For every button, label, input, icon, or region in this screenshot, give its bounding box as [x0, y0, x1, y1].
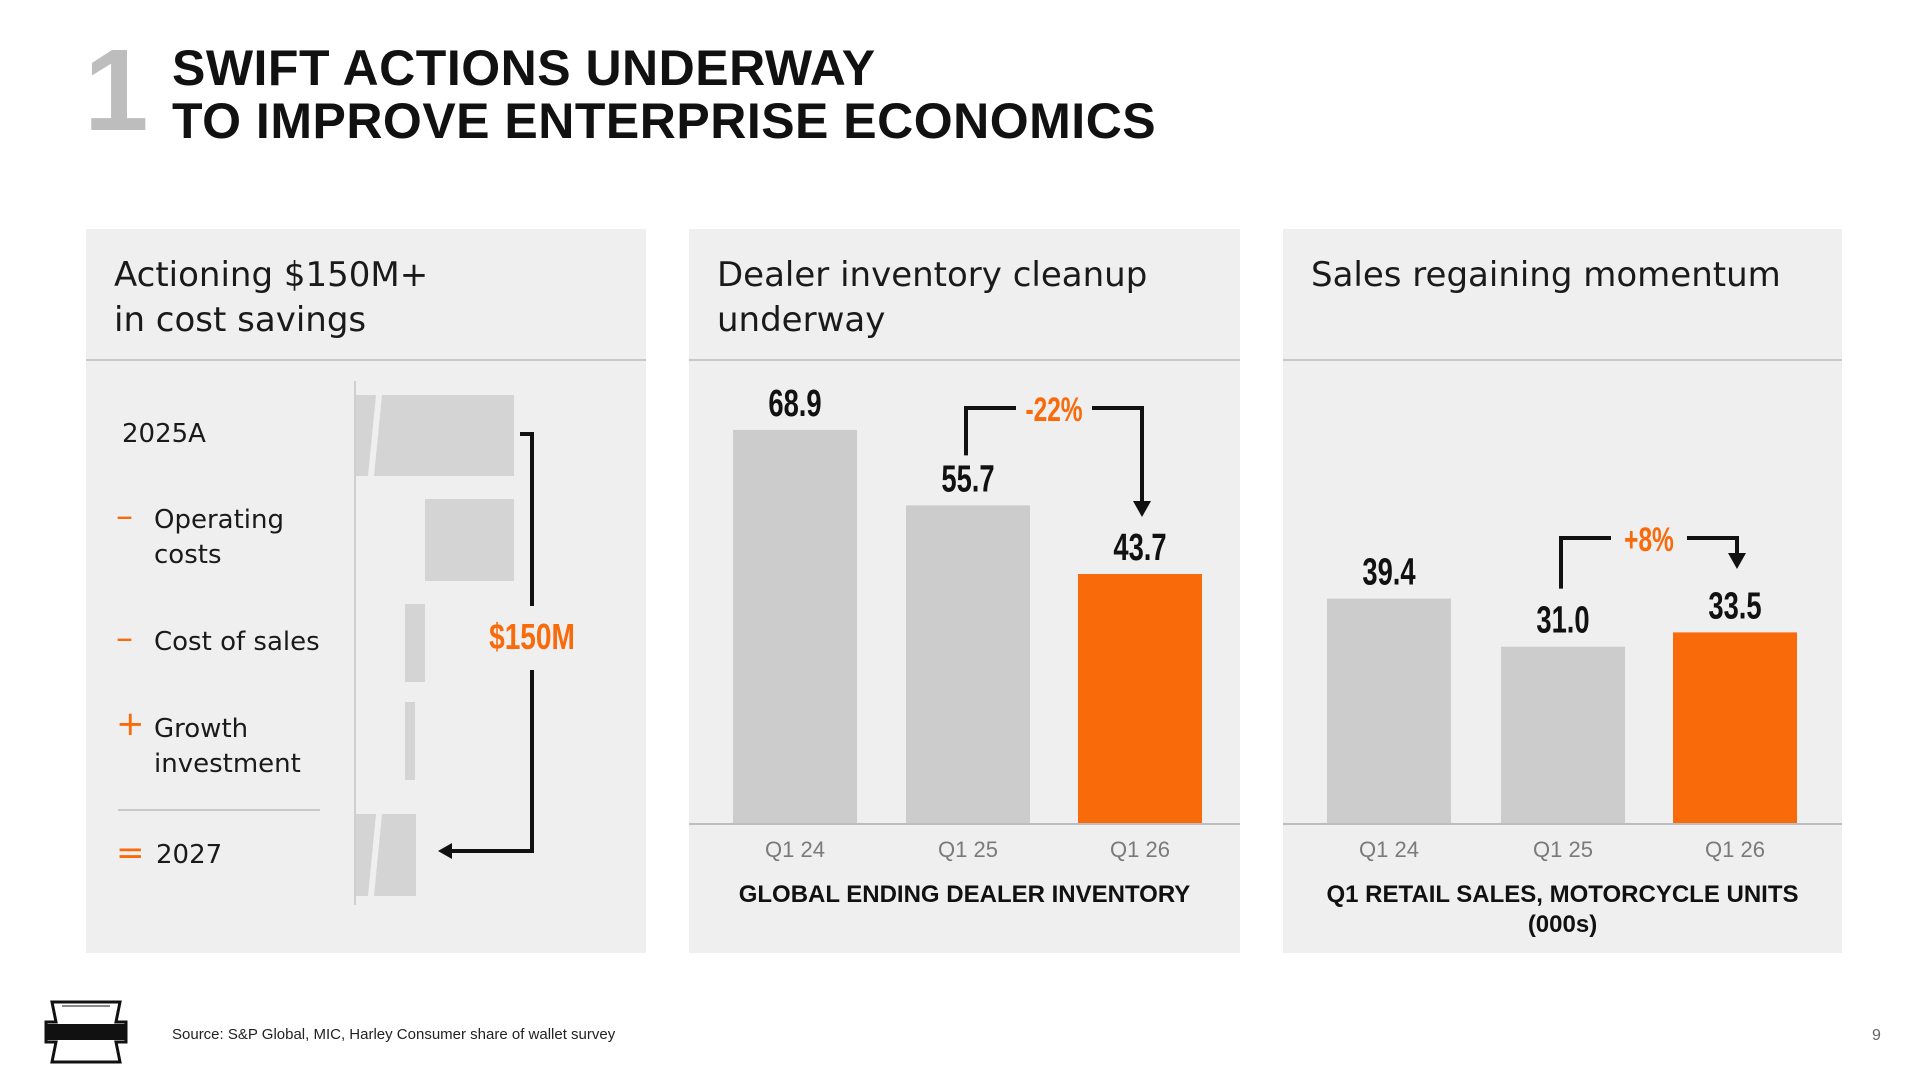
section-number: 1 — [84, 25, 149, 155]
row-label-growth-investment: Growth investment — [154, 712, 301, 782]
arrow-left-icon — [438, 843, 452, 859]
savings-bracket-bottom — [448, 670, 534, 853]
row-label-2027: 2027 — [156, 840, 223, 870]
change-bracket-right — [1092, 406, 1144, 503]
sales-momentum-heading: Sales regaining momentum — [1311, 255, 1781, 295]
panel-divider — [689, 359, 1240, 361]
retail-sales-caption-line-2: (000s) — [1527, 911, 1598, 938]
value-label: 43.7 — [1113, 527, 1166, 569]
dealer-inventory-panel: Dealer inventory cleanup underway 68.9 Q1… — [689, 229, 1240, 953]
savings-label: $150M — [489, 617, 575, 657]
category-label: Q1 24 — [1359, 837, 1419, 862]
change-bracket-right — [1687, 536, 1739, 555]
sales-momentum-panel: Sales regaining momentum 39.4 Q1 24 31.0 Q1… — [1283, 229, 1842, 953]
value-label: 33.5 — [1708, 585, 1761, 627]
dealer-inventory-chart: 68.9 Q1 24 55.7 Q1 25 43.7 Q1 26 -22% — [689, 383, 1240, 862]
bar-q1-26 — [1673, 632, 1797, 824]
row-label-line: costs — [154, 540, 222, 570]
value-label: 31.0 — [1536, 599, 1589, 641]
row-label-operating-costs: Operating costs — [154, 503, 284, 573]
value-label: 68.9 — [768, 383, 821, 425]
bar-q1-25 — [1501, 646, 1625, 824]
equals-sign: = — [116, 833, 145, 873]
bar-q1-25 — [906, 505, 1030, 824]
category-label: Q1 26 — [1110, 837, 1170, 862]
retail-sales-caption: Q1 RETAIL SALES, MOTORCYCLE UNITS (000s) — [1283, 880, 1842, 940]
savings-bracket-top — [520, 432, 534, 606]
row-label-line: investment — [154, 749, 301, 779]
category-label: Q1 25 — [1533, 837, 1593, 862]
value-label: 39.4 — [1362, 551, 1416, 593]
category-label: Q1 25 — [938, 837, 998, 862]
change-label: -22% — [1025, 391, 1082, 429]
panel-divider — [1283, 359, 1842, 361]
dealer-inventory-heading: Dealer inventory cleanup underway — [717, 255, 1148, 340]
value-label: 55.7 — [941, 458, 994, 500]
row-label-line: Growth — [154, 714, 249, 744]
axis-break-icon — [368, 814, 382, 896]
category-label: Q1 26 — [1705, 837, 1765, 862]
page-number: 9 — [1872, 1027, 1881, 1044]
arrow-down-icon — [1133, 501, 1151, 517]
category-label: Q1 24 — [765, 837, 825, 862]
cost-savings-panel: Actioning $150M+ in cost savings 2025A –… — [86, 229, 646, 953]
retail-sales-caption-line-1: Q1 RETAIL SALES, MOTORCYCLE UNITS — [1326, 881, 1799, 908]
total-divider — [118, 809, 320, 811]
change-bracket-left — [1559, 536, 1611, 589]
cost-heading-line-2: in cost savings — [114, 300, 367, 340]
row-label-2025a: 2025A — [122, 419, 206, 449]
axis-break-icon — [368, 395, 382, 476]
cost-savings-heading: Actioning $150M+ in cost savings — [114, 253, 626, 343]
panel-divider — [86, 359, 646, 361]
page-title: SWIFT ACTIONS UNDERWAY TO IMPROVE ENTERP… — [172, 42, 1156, 148]
row-label-line: Operating — [154, 505, 284, 535]
waterfall-bar-2027 — [356, 814, 416, 896]
plus-sign: + — [116, 704, 145, 744]
arrow-down-icon — [1728, 553, 1746, 569]
harley-davidson-logo — [44, 1000, 128, 1064]
dealer-inventory-caption: GLOBAL ENDING DEALER INVENTORY — [738, 881, 1191, 908]
retail-sales-chart: 39.4 Q1 24 31.0 Q1 25 33.5 Q1 26 +8% — [1283, 521, 1842, 862]
waterfall-bar-growth-investment — [405, 702, 415, 780]
change-bracket-left — [964, 406, 1016, 456]
bar-q1-26 — [1078, 574, 1202, 824]
bar-q1-24 — [733, 429, 857, 824]
waterfall-bar-2025a — [356, 395, 514, 476]
cost-waterfall: $150M — [354, 381, 575, 905]
bar-q1-24 — [1327, 598, 1451, 824]
waterfall-bar-operating-costs — [425, 499, 514, 581]
minus-sign: – — [116, 496, 133, 536]
page-title-line-1: SWIFT ACTIONS UNDERWAY — [172, 40, 876, 96]
page-title-line-2: TO IMPROVE ENTERPRISE ECONOMICS — [172, 93, 1157, 149]
change-label: +8% — [1624, 521, 1674, 559]
cost-heading-line-1: Actioning $150M+ — [114, 255, 429, 295]
row-label-cost-of-sales: Cost of sales — [154, 627, 320, 657]
waterfall-bar-cost-of-sales — [405, 604, 425, 682]
source-note: Source: S&P Global, MIC, Harley Consumer… — [172, 1026, 616, 1043]
minus-sign: – — [116, 618, 133, 658]
